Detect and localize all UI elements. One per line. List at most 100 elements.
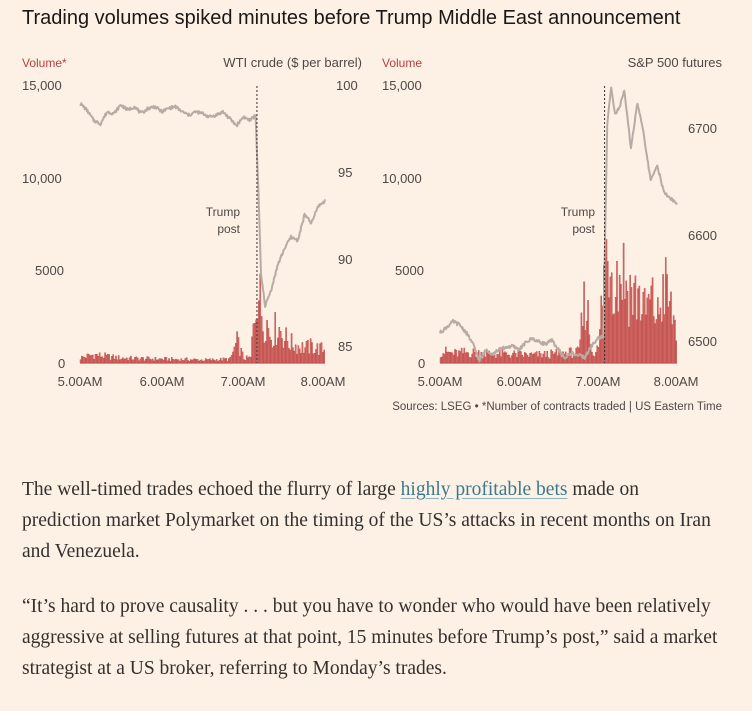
volume-bar xyxy=(504,351,506,364)
volume-bar xyxy=(256,319,259,364)
volume-bar xyxy=(493,354,496,364)
volume-bar xyxy=(170,357,173,364)
volume-bar xyxy=(625,280,627,364)
volume-bar xyxy=(513,350,516,364)
volume-bar xyxy=(450,352,452,364)
volume-bar xyxy=(209,358,211,364)
volume-bar xyxy=(282,347,285,364)
chart-title: Trading volumes spiked minutes before Tr… xyxy=(22,7,681,29)
volume-bar xyxy=(520,351,522,364)
volume-bar xyxy=(126,357,128,364)
volume-bar xyxy=(194,358,196,364)
sp500-volume-axis-title: Volume xyxy=(382,56,422,70)
volume-bar xyxy=(550,349,552,364)
volume-bar xyxy=(168,358,170,364)
volume-bar xyxy=(162,359,165,364)
volume-bar xyxy=(277,337,279,364)
volume-bar xyxy=(517,350,519,364)
volume-bar xyxy=(597,347,600,364)
volume-bar xyxy=(124,358,127,364)
wti-x-tick: 5.00AM xyxy=(58,374,103,389)
wti-chart: Volume* WTI crude ($ per barrel) 15,000 … xyxy=(22,55,362,389)
p1-text-before: The well-timed trades echoed the flurry … xyxy=(22,479,401,500)
volume-bar xyxy=(296,353,298,364)
volume-bar xyxy=(158,358,161,364)
volume-bar xyxy=(595,352,597,364)
volume-bar xyxy=(184,358,187,364)
volume-bar xyxy=(655,319,658,364)
volume-bar xyxy=(657,297,659,364)
volume-bar xyxy=(191,359,193,364)
volume-bar xyxy=(134,356,136,364)
volume-bar xyxy=(670,291,672,364)
volume-bar xyxy=(301,342,304,364)
volume-bar xyxy=(273,345,275,364)
sp500-right-tick: 6700 xyxy=(688,121,717,136)
volume-bar xyxy=(279,331,282,364)
volume-bar xyxy=(149,358,151,364)
volume-bar xyxy=(638,285,641,364)
volume-bar xyxy=(530,352,533,364)
volume-bar xyxy=(239,356,241,364)
wti-left-tick: 15,000 xyxy=(22,78,62,93)
volume-bar xyxy=(183,360,185,364)
sp500-volume-bars xyxy=(439,239,677,364)
volume-bar xyxy=(259,273,262,364)
volume-bar xyxy=(534,352,537,364)
volume-bar xyxy=(139,358,142,364)
volume-bar xyxy=(499,349,501,364)
volume-bar xyxy=(518,351,521,364)
volume-bar xyxy=(136,357,139,364)
sp500-x-tick: 8.00AM xyxy=(654,374,699,389)
volume-bar xyxy=(130,355,132,364)
volume-bar xyxy=(467,352,469,364)
volume-bar xyxy=(108,354,110,364)
wti-price-line xyxy=(79,102,326,308)
volume-bar xyxy=(320,342,323,364)
volume-bar xyxy=(289,349,291,364)
volume-bar xyxy=(219,357,222,364)
volume-bar xyxy=(303,352,305,364)
volume-bar xyxy=(115,355,117,364)
volume-bar xyxy=(582,326,584,364)
volume-bar xyxy=(443,353,446,364)
volume-bar xyxy=(323,349,326,364)
volume-bar xyxy=(190,359,192,364)
volume-bar xyxy=(496,354,498,364)
volume-bar xyxy=(483,354,485,364)
volume-bar xyxy=(622,242,625,364)
wti-x-tick: 7.00AM xyxy=(221,374,266,389)
volume-bar xyxy=(207,359,210,364)
volume-bar xyxy=(290,333,293,364)
article-body: The well-timed trades echoed the flurry … xyxy=(22,474,722,708)
volume-bar xyxy=(283,340,286,364)
volume-bar xyxy=(96,354,98,364)
volume-bar xyxy=(173,359,176,364)
volume-bar xyxy=(244,360,247,364)
volume-bar xyxy=(462,353,464,364)
volume-bar xyxy=(85,358,87,364)
volume-bar xyxy=(160,358,162,364)
volume-bar xyxy=(146,356,149,364)
volume-bar xyxy=(639,320,642,364)
volume-bar xyxy=(612,314,614,364)
sp500-left-tick: 15,000 xyxy=(382,78,422,93)
volume-bar xyxy=(659,307,662,364)
volume-bar xyxy=(662,274,664,364)
volume-bar xyxy=(616,261,618,364)
volume-bar xyxy=(629,274,631,364)
volume-bar xyxy=(474,352,476,364)
volume-bar xyxy=(621,300,624,364)
volume-bar xyxy=(226,360,229,364)
volume-bar xyxy=(454,349,456,364)
volume-bar xyxy=(172,359,174,364)
wti-x-tick: 8.00AM xyxy=(301,374,346,389)
volume-bar xyxy=(521,354,523,364)
volume-bar xyxy=(309,338,312,364)
volume-bar xyxy=(123,358,125,364)
volume-bar xyxy=(185,357,188,364)
highly-profitable-bets-link[interactable]: highly profitable bets xyxy=(400,479,568,500)
volume-bar xyxy=(176,359,178,364)
volume-bar xyxy=(131,359,134,364)
volume-bar xyxy=(222,357,225,364)
